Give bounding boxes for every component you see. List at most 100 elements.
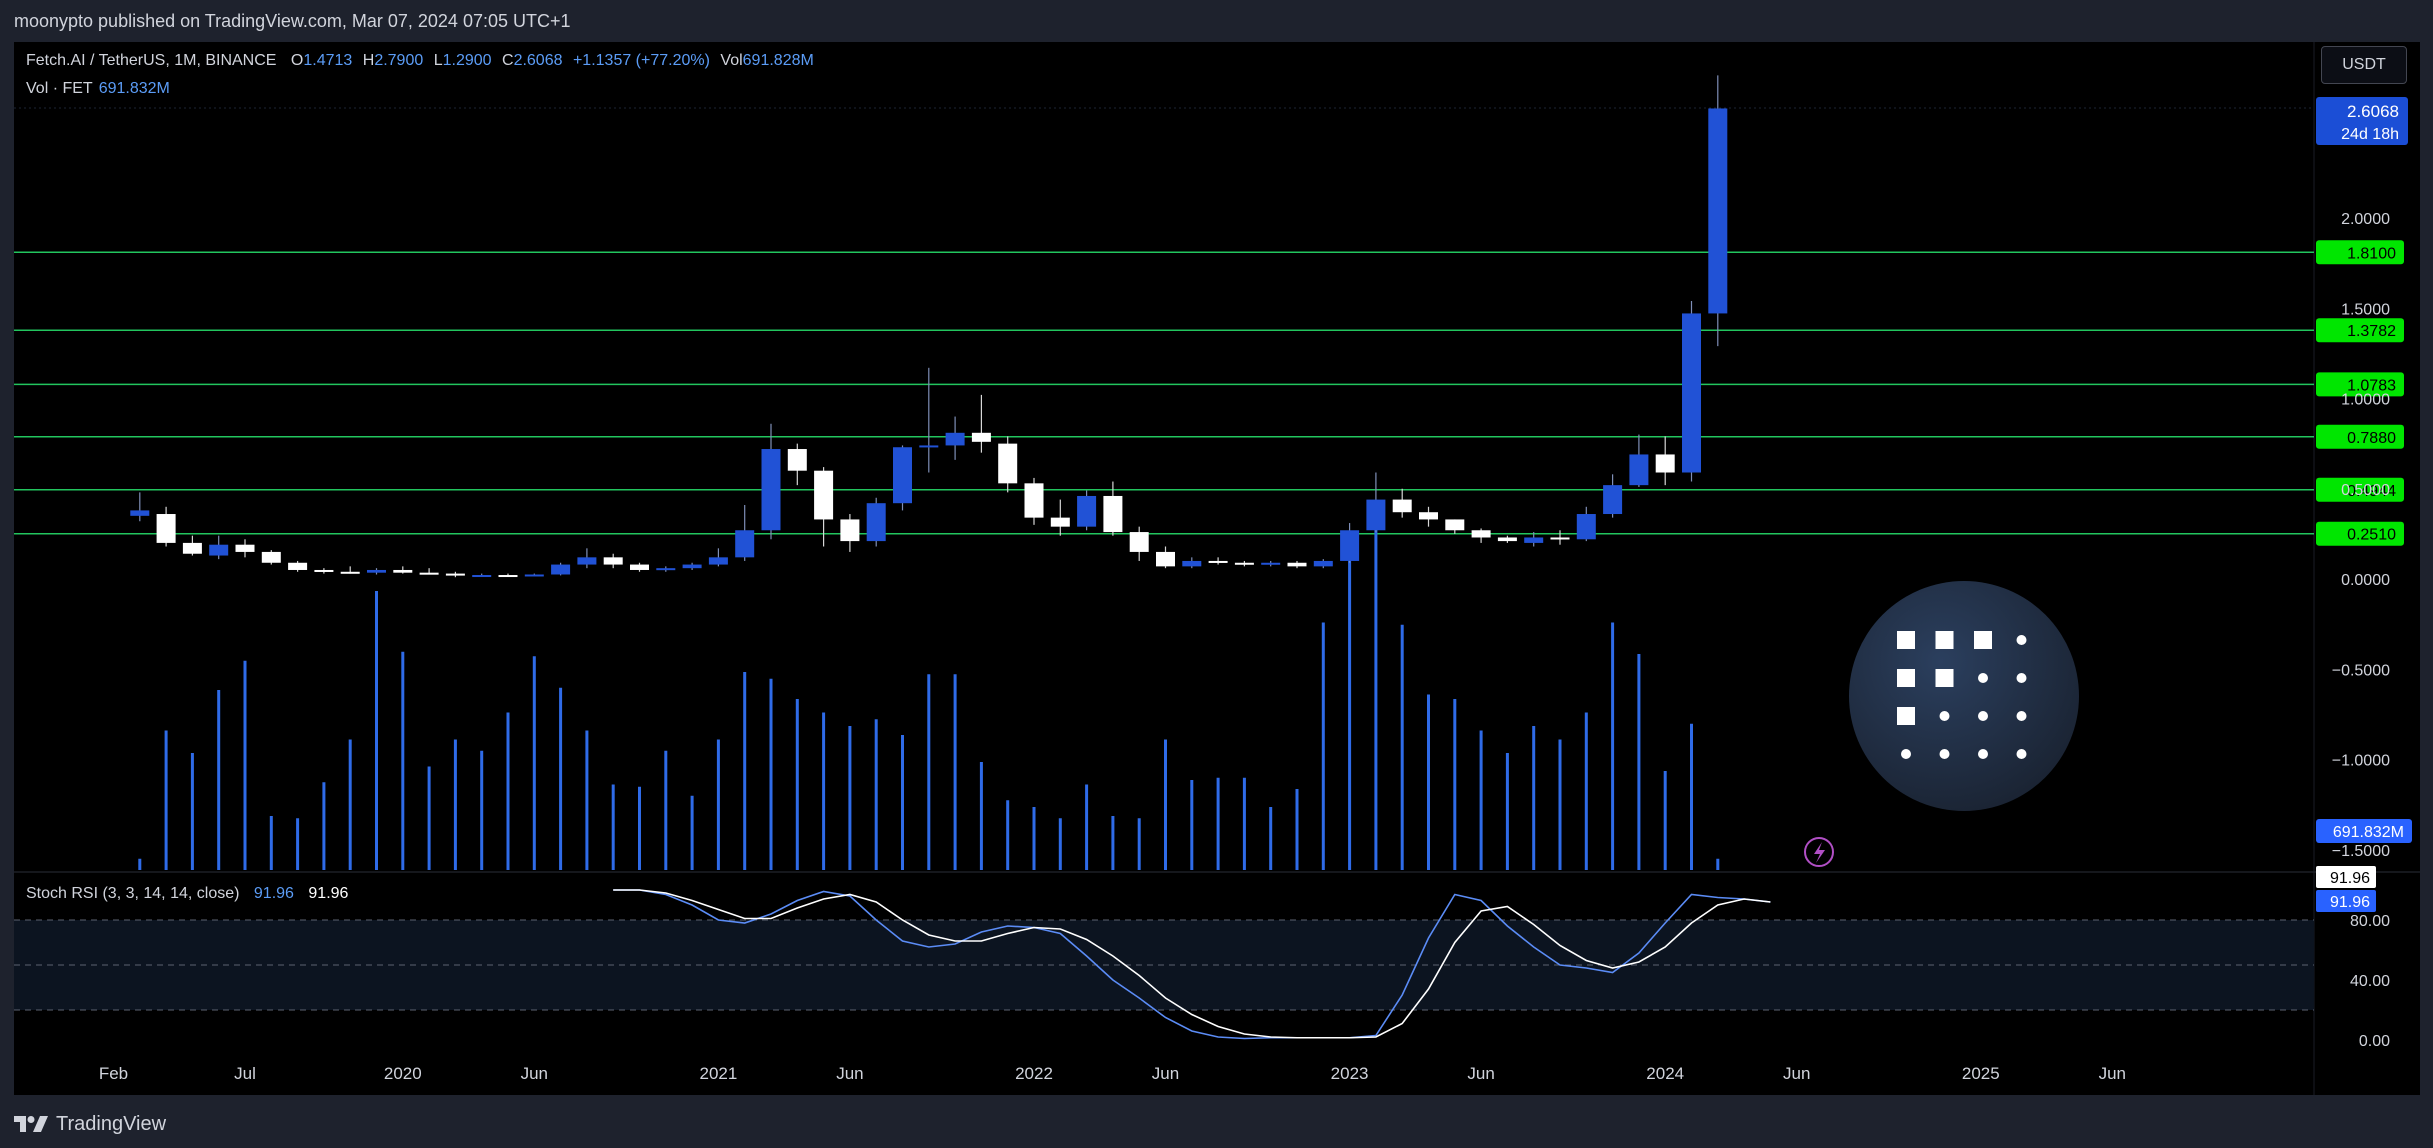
volume-bar xyxy=(1453,699,1457,870)
level-label-box xyxy=(2316,424,2404,449)
volume-bar xyxy=(296,818,300,870)
candle-body xyxy=(735,530,755,558)
candle-body xyxy=(209,544,229,556)
volume-bar xyxy=(375,591,378,870)
level-label: 1.0783 xyxy=(2347,377,2396,394)
volume-bar xyxy=(690,795,694,870)
volume-bar xyxy=(1479,730,1483,870)
price-axis-tick: 1.0000 xyxy=(2341,392,2390,409)
rsi-d-value-box xyxy=(2316,866,2376,888)
chart-area[interactable]: 1.8100 1.3782 1.0783 0.7880 0.4944 0.2510 691… xyxy=(14,42,2420,1095)
candle-body xyxy=(498,575,518,578)
logo-dot xyxy=(2016,673,2027,683)
level-label: 0.2510 xyxy=(2347,527,2396,544)
candle-body xyxy=(971,432,991,442)
level-label-box xyxy=(2316,240,2404,265)
volume-bar xyxy=(1242,777,1246,870)
volume-bar xyxy=(1058,818,1062,870)
tradingview-logo-icon xyxy=(14,1116,48,1132)
high-label: H xyxy=(362,52,375,69)
chart-canvas[interactable]: 1.8100 1.3782 1.0783 0.7880 0.4944 0.2510 691… xyxy=(14,42,2420,1095)
axis-layer: 2.0000 1.5000 1.0000 0.5000 0.0000 −0.5000 −1.… xyxy=(99,97,2408,1083)
open-value: 1.4713 xyxy=(303,52,353,69)
volume-bar xyxy=(217,690,221,870)
candle-body xyxy=(1392,499,1412,513)
time-axis-label: Jun xyxy=(1152,1064,1179,1083)
level-label: 0.4944 xyxy=(2347,483,2396,500)
level-label-box xyxy=(2316,318,2404,343)
volume-bar xyxy=(927,674,931,870)
volume-bar xyxy=(1164,739,1167,870)
candle-body xyxy=(1445,519,1465,531)
low-value: 1.2900 xyxy=(442,52,492,69)
logo-dot xyxy=(1939,749,1950,759)
candle-body xyxy=(393,569,413,573)
close-value: 2.6068 xyxy=(513,52,563,69)
candle-body xyxy=(603,557,623,565)
volume-bar xyxy=(453,739,457,870)
volume-bar xyxy=(953,674,957,870)
candle-body xyxy=(1497,537,1517,542)
volume-bar xyxy=(480,750,484,870)
candle-body xyxy=(682,564,702,569)
stoch-rsi-d-value: 91.96 xyxy=(308,885,349,902)
symbol-title: Fetch.AI / TetherUS, 1M, BINANCE xyxy=(26,52,277,69)
logo-watermark-disc xyxy=(1849,581,2079,811)
price-axis-tick: 2.0000 xyxy=(2341,211,2390,228)
time-axis-label: Jun xyxy=(2099,1064,2126,1083)
candles-layer xyxy=(130,75,1728,578)
volume-bar xyxy=(243,660,247,870)
candle-body xyxy=(1313,560,1333,567)
volume-last-box xyxy=(2316,819,2412,843)
candle-body xyxy=(1287,562,1307,567)
candle-body xyxy=(1524,537,1544,543)
volume-legend-label: Vol · FET xyxy=(26,80,93,97)
level-label-box xyxy=(2316,521,2404,546)
volume-bar xyxy=(1085,784,1089,870)
volume-bar xyxy=(269,816,273,870)
logo-dot xyxy=(1901,749,1911,759)
candle-body xyxy=(1708,108,1728,314)
candle-body xyxy=(1550,537,1570,540)
rsi-d-axis-label: 91.96 xyxy=(2330,870,2370,887)
volume-bar xyxy=(322,782,326,870)
candle-body xyxy=(761,449,781,531)
rsi-axis-tick: 0.00 xyxy=(2359,1033,2390,1050)
tradingview-brand: TradingView xyxy=(56,1112,167,1135)
volume-bar xyxy=(1716,858,1720,870)
candle-body xyxy=(577,557,597,565)
level-label-box xyxy=(2316,477,2404,502)
vol-label: Vol xyxy=(720,52,743,69)
time-axis-label: 2025 xyxy=(1962,1064,2000,1083)
candle-body xyxy=(130,510,150,516)
candle-body xyxy=(1603,485,1623,515)
candle-body xyxy=(1682,313,1701,473)
volume-bar xyxy=(1637,654,1641,870)
candle-body xyxy=(1156,551,1175,567)
candle-body xyxy=(708,557,728,565)
time-axis-label: Feb xyxy=(99,1064,128,1083)
rsi-k-value-box xyxy=(2316,890,2376,912)
volume-last-label: 691.832M xyxy=(2333,824,2404,841)
symbol-legend: Fetch.AI / TetherUS, 1M, BINANCE O1.4713… xyxy=(26,52,814,70)
levels-layer: 1.8100 1.3782 1.0783 0.7880 0.4944 0.2510 xyxy=(14,240,2404,546)
footer-bar: TradingView xyxy=(0,1100,2433,1148)
volume-bar xyxy=(769,678,773,870)
candle-body xyxy=(1182,560,1202,567)
candle-body xyxy=(261,551,281,563)
volume-bar xyxy=(559,687,563,870)
rsi-k-axis-label: 91.96 xyxy=(2330,894,2370,911)
candle-body xyxy=(656,568,676,571)
candle-body xyxy=(367,569,386,573)
stoch-rsi-legend: Stoch RSI (3, 3, 14, 14, close) 91.96 91… xyxy=(26,885,348,903)
price-axis-tick: 0.5000 xyxy=(2341,482,2390,499)
candle-body xyxy=(787,449,807,471)
logo-square xyxy=(1935,669,1954,687)
currency-button[interactable]: USDT xyxy=(2321,46,2407,84)
candle-body xyxy=(998,443,1018,484)
candle-body xyxy=(1655,454,1675,473)
stoch-rsi-k-value: 91.96 xyxy=(253,885,294,902)
candle-body xyxy=(1234,562,1254,565)
logo-dot xyxy=(2016,635,2027,645)
tradingview-logo[interactable]: TradingView xyxy=(14,1113,166,1136)
